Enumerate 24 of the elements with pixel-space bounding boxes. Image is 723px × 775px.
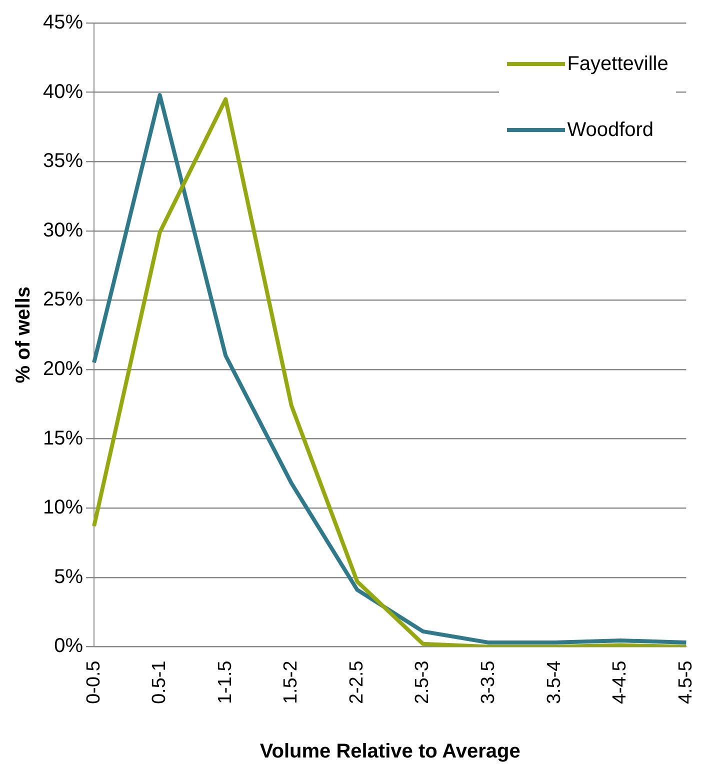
y-tick-label: 40%	[43, 80, 84, 103]
y-tick-label: 30%	[43, 219, 84, 242]
y-tick-label: 35%	[43, 150, 84, 172]
x-tick-label: 4-4.5	[610, 660, 631, 704]
x-axis-title: Volume Relative to Average	[260, 740, 520, 763]
x-tick-label: 1.5-2	[280, 660, 302, 704]
x-tick-label: 2.5-3	[412, 660, 434, 704]
x-tick-label: 0-0.5	[83, 660, 104, 704]
x-tick-label: 2-2.5	[346, 660, 368, 704]
x-tick-label: 3-3.5	[478, 660, 500, 704]
y-tick-label: 5%	[54, 566, 84, 588]
x-tick-label: 0.5-1	[149, 660, 170, 704]
y-tick-label: 0%	[54, 635, 84, 658]
y-tick-label: 20%	[43, 358, 84, 380]
y-axis-title: % of wells	[12, 286, 35, 384]
x-tick-label: 1-1.5	[214, 660, 236, 704]
x-tick-label: 4.5-5	[675, 660, 696, 704]
legend-label: Fayetteville	[567, 52, 668, 76]
legend-label: Woodford	[567, 118, 654, 142]
y-tick-label: 15%	[43, 427, 84, 450]
y-tick-label: 25%	[43, 288, 84, 311]
y-tick-label: 10%	[43, 496, 84, 519]
y-tick-label: 45%	[43, 12, 84, 34]
x-tick-label: 3.5-4	[544, 660, 565, 704]
